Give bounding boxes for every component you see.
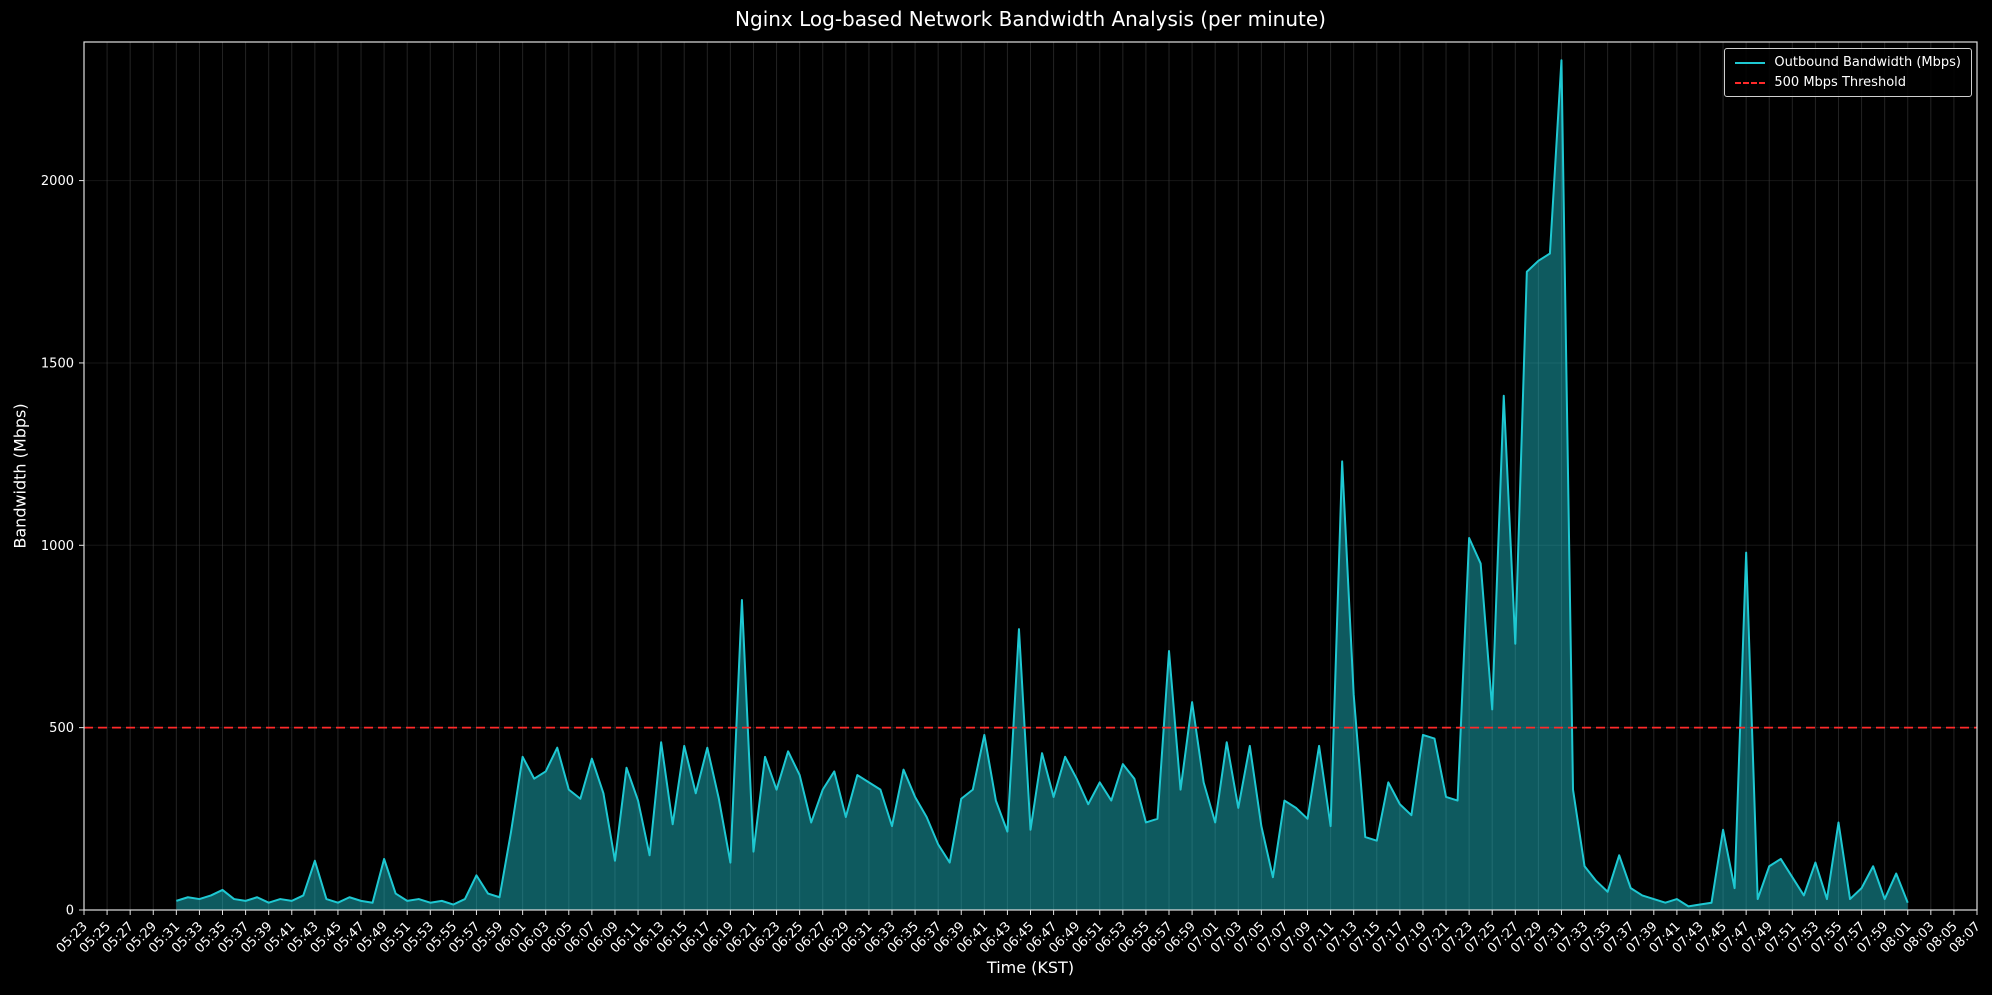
svg-text:1000: 1000	[41, 539, 74, 554]
legend-entry-outbound: Outbound Bandwidth (Mbps)	[1735, 55, 1961, 70]
legend-entry-threshold: 500 Mbps Threshold	[1735, 75, 1961, 90]
svg-text:2000: 2000	[41, 174, 74, 189]
bandwidth-area	[176, 60, 1908, 911]
legend-line-sample-outbound-icon	[1735, 61, 1766, 64]
legend-label-threshold: 500 Mbps Threshold	[1774, 75, 1907, 90]
x-axis-label: Time (KST)	[986, 958, 1075, 977]
chart-title: Nginx Log-based Network Bandwidth Analys…	[735, 7, 1326, 31]
svg-text:0: 0	[66, 904, 74, 919]
legend: Outbound Bandwidth (Mbps) 500 Mbps Thres…	[1724, 48, 1972, 97]
x-tick-labels: 05:2305:2505:2705:2905:3105:3305:3505:37…	[54, 910, 1984, 956]
bandwidth-line	[176, 59, 1909, 908]
legend-line-sample-threshold-icon	[1735, 81, 1766, 84]
gridlines	[83, 42, 1978, 910]
legend-label-outbound: Outbound Bandwidth (Mbps)	[1774, 55, 1961, 70]
y-axis-label: Bandwidth (Mbps)	[10, 403, 30, 549]
y-tick-labels: 0 500 1000 1500 2000	[41, 174, 84, 919]
svg-text:1500: 1500	[41, 356, 74, 371]
svg-text:500: 500	[49, 721, 74, 736]
